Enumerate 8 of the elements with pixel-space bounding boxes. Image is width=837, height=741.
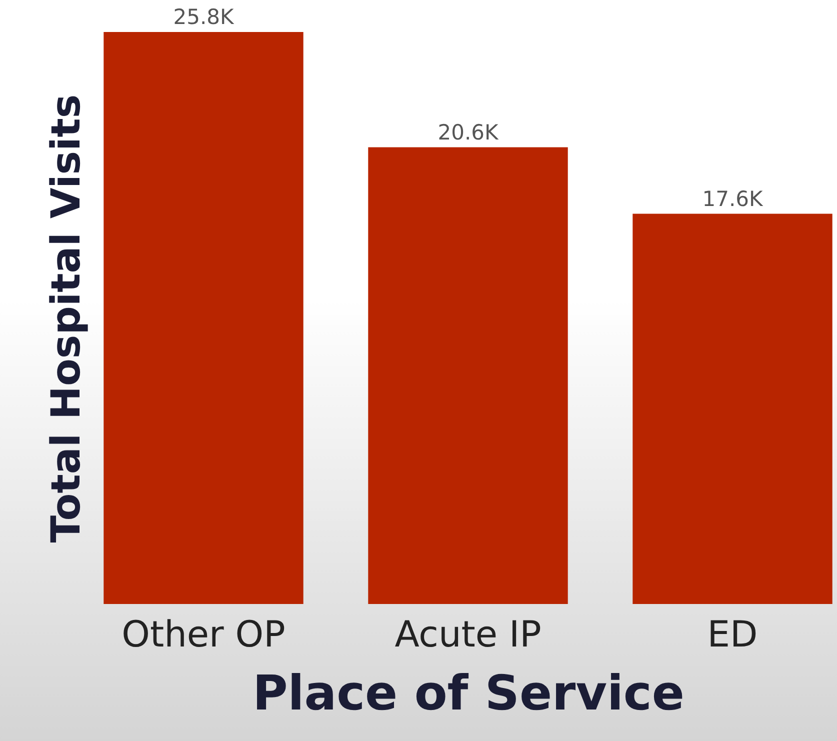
y-axis-title: Total Hospital Visits xyxy=(44,94,90,543)
data-label: 20.6K xyxy=(438,120,500,144)
x-axis-title: Place of Service xyxy=(252,666,684,722)
data-label: 17.6K xyxy=(702,186,764,211)
data-label: 25.8K xyxy=(173,5,235,29)
x-tick-label: Acute IP xyxy=(394,614,542,656)
x-tick-label: Other OP xyxy=(122,614,286,656)
x-tick-label: ED xyxy=(707,614,758,656)
